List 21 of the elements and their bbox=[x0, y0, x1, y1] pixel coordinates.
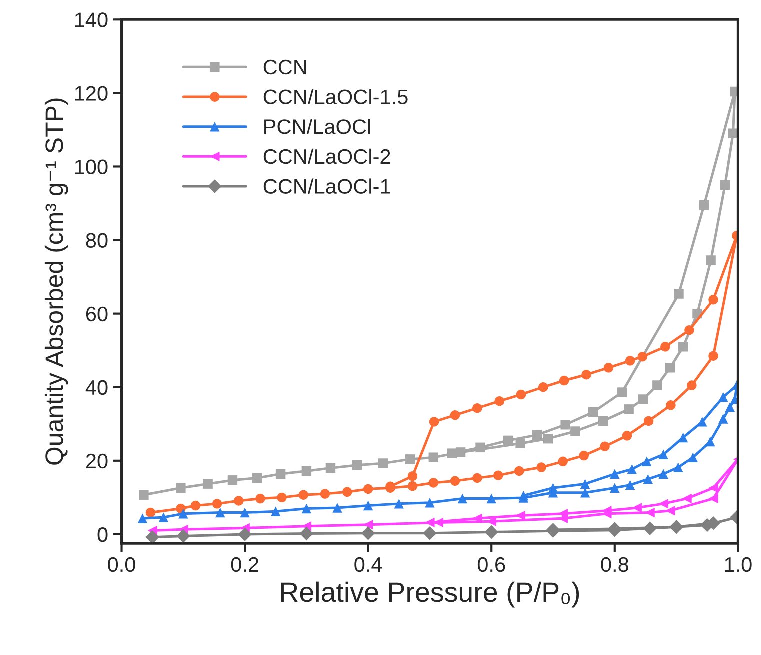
x-tick-label: 0.0 bbox=[108, 557, 136, 572]
y-tick-label: 140 bbox=[75, 12, 108, 28]
x-axis-title: Relative Pressure (P/P₀) bbox=[281, 582, 580, 608]
x-tick-label: 0.2 bbox=[231, 557, 258, 572]
legend-label: PCN/LaOCl bbox=[264, 119, 370, 134]
y-axis-title: Quantity Absorbed (cm³ g⁻¹ STP) bbox=[44, 98, 68, 465]
x-tick-label: 0.8 bbox=[601, 557, 628, 572]
legend-label: CCN bbox=[264, 60, 306, 75]
y-tick-label: 80 bbox=[86, 233, 108, 248]
x-tick-label: 0.6 bbox=[478, 557, 506, 572]
legend-label: CCN/LaOCl-2 bbox=[264, 148, 390, 164]
y-tick-label: 60 bbox=[86, 306, 108, 322]
x-tick-label: 0.4 bbox=[354, 557, 382, 572]
y-tick-label: 100 bbox=[75, 160, 108, 174]
y-tick-label: 0 bbox=[98, 527, 108, 542]
y-tick-label: 120 bbox=[75, 86, 108, 101]
legend-label: CCN/LaOCl-1 bbox=[264, 178, 390, 194]
legend-label: CCN/LaOCl-1.5 bbox=[264, 89, 408, 104]
y-tick-label: 40 bbox=[86, 380, 108, 396]
x-tick-label: 1.0 bbox=[725, 557, 752, 572]
y-tick-label: 20 bbox=[86, 454, 108, 469]
